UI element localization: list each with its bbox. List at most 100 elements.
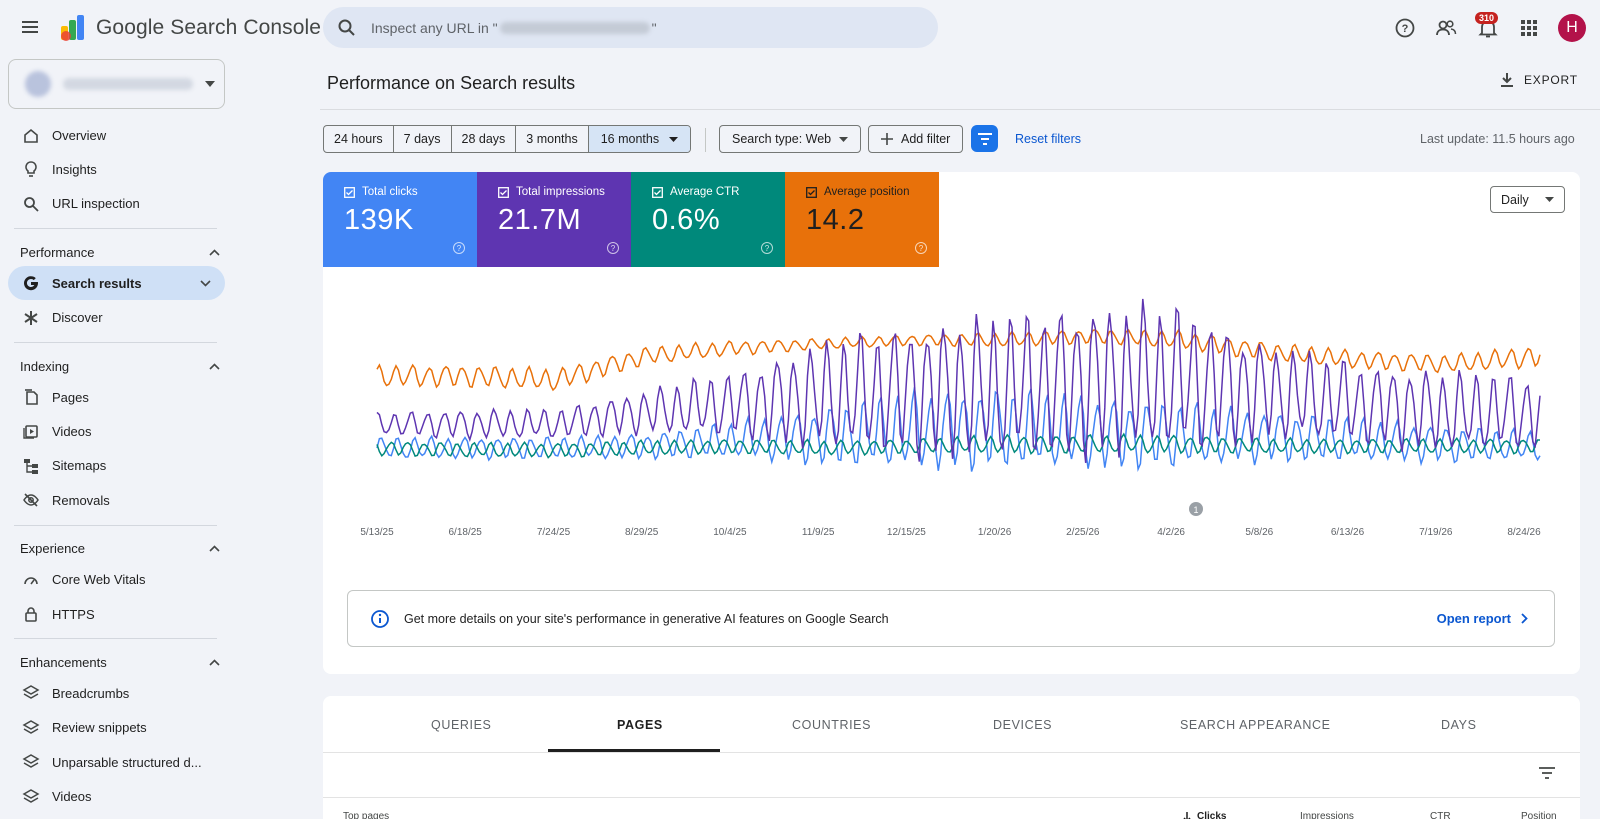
metric-tile-total-impressions[interactable]: Total impressions 21.7M?: [477, 172, 631, 267]
col-header-clicks-label: Clicks: [1197, 811, 1227, 819]
home-icon: [22, 126, 40, 144]
checkbox-checked-icon[interactable]: [652, 186, 663, 198]
sidebar-item-breadcrumbs[interactable]: Breadcrumbs: [8, 676, 225, 710]
metric-tile-average-position[interactable]: Average position 14.2?: [785, 172, 939, 267]
date-range-7-days[interactable]: 7 days: [394, 126, 452, 152]
sidebar-item-unparsable-structured-d[interactable]: Unparsable structured d...: [8, 745, 225, 779]
main-menu-icon[interactable]: [20, 17, 40, 37]
sidebar-item-review-snippets[interactable]: Review snippets: [8, 711, 225, 745]
sidebar-item-videos[interactable]: Videos: [8, 414, 225, 448]
sidebar-item-https[interactable]: HTTPS: [8, 597, 225, 631]
tab-countries[interactable]: COUNTRIES: [792, 718, 872, 732]
tabs-divider: [323, 752, 1580, 753]
series-line-average-position: [376, 328, 1541, 392]
tab-pages[interactable]: PAGES: [617, 718, 663, 732]
reset-filters-link[interactable]: Reset filters: [1015, 132, 1081, 146]
sidebar-section-experience[interactable]: Experience: [20, 539, 220, 559]
add-filter-label: Add filter: [901, 132, 951, 146]
tab-search-appearance[interactable]: SEARCH APPEARANCE: [1180, 718, 1331, 732]
sidebar-item-insights[interactable]: Insights: [8, 152, 225, 186]
sidebar-item-url-inspection[interactable]: URL inspection: [8, 187, 225, 221]
search-input[interactable]: Inspect any URL in " ": [371, 20, 657, 36]
sidebar-item-core-web-vitals[interactable]: Core Web Vitals: [8, 563, 225, 597]
sidebar-item-label: Breadcrumbs: [52, 685, 130, 701]
export-button[interactable]: EXPORT: [1500, 72, 1578, 88]
sidebar-divider: [14, 638, 217, 640]
tab-devices[interactable]: DEVICES: [993, 718, 1053, 732]
dimension-tabs-panel: Top pages Clicks Impressions CTR Positio…: [323, 696, 1580, 819]
x-tick-label: 6/18/25: [449, 527, 483, 538]
sidebar-item-sitemaps[interactable]: Sitemaps: [8, 449, 225, 483]
sidebar-item-search-results[interactable]: Search results: [8, 266, 225, 301]
help-icon[interactable]: ?: [761, 242, 773, 254]
metric-value: 21.7M: [498, 204, 582, 236]
col-header-ctr[interactable]: CTR: [1430, 811, 1451, 819]
open-report-label: Open report: [1436, 611, 1511, 626]
date-range-3-months[interactable]: 3 months: [516, 126, 589, 152]
caret-down-icon: [669, 136, 679, 142]
checkbox-checked-icon[interactable]: [344, 186, 355, 198]
sidebar-section-performance[interactable]: Performance: [20, 242, 220, 262]
sidebar-item-removals[interactable]: Removals: [8, 483, 225, 517]
app-name: Google Search Console: [96, 16, 322, 39]
search-icon: [22, 195, 40, 213]
filter-settings-button[interactable]: [971, 125, 998, 152]
col-header-impressions[interactable]: Impressions: [1300, 811, 1354, 819]
date-range-16-months[interactable]: 16 months: [588, 126, 691, 152]
sidebar-section-enhancements[interactable]: Enhancements: [20, 652, 220, 672]
add-filter-button[interactable]: Add filter: [868, 125, 964, 153]
apps-grid-icon[interactable]: [1517, 16, 1541, 40]
col-header-top-pages[interactable]: Top pages: [343, 811, 390, 819]
sidebar-item-overview[interactable]: Overview: [8, 118, 225, 152]
sidebar-item-label: Search results: [52, 275, 142, 291]
series-line-total-clicks: [376, 387, 1541, 473]
sidebar-item-label: Unparsable structured d...: [52, 754, 202, 770]
sidebar-item-videos[interactable]: Videos: [8, 780, 225, 814]
metric-label: Average position: [824, 186, 910, 198]
help-icon[interactable]: ?: [453, 242, 465, 254]
sidebar-item-pages[interactable]: Pages: [8, 380, 225, 414]
open-report-link[interactable]: Open report: [1437, 611, 1528, 626]
plus-icon: [881, 133, 893, 145]
sidebar-item-discover[interactable]: Discover: [8, 301, 225, 335]
x-tick-label: 10/4/25: [713, 527, 747, 538]
col-header-clicks[interactable]: Clicks: [1183, 811, 1226, 819]
sidebar-section-indexing[interactable]: Indexing: [20, 356, 220, 376]
lock-icon: [22, 605, 40, 623]
x-tick-label: 11/9/25: [802, 527, 835, 538]
account-avatar[interactable]: H: [1558, 14, 1586, 42]
x-tick-label: 8/24/26: [1507, 527, 1541, 538]
granularity-dropdown[interactable]: Daily: [1490, 186, 1565, 213]
table-filter-icon[interactable]: [1538, 766, 1556, 780]
info-icon: [371, 609, 389, 628]
app-logo[interactable]: Google Search Console: [58, 14, 321, 42]
layers-icon: [22, 788, 40, 806]
toolbar-divider: [323, 797, 1580, 798]
col-header-position[interactable]: Position: [1521, 811, 1557, 819]
date-range-label: 16 months: [600, 132, 660, 146]
info-text: Get more details on your site's performa…: [404, 611, 889, 626]
tab-queries[interactable]: QUERIES: [431, 718, 492, 732]
search-type-filter[interactable]: Search type: Web: [719, 125, 862, 153]
help-icon[interactable]: ?: [607, 242, 619, 254]
download-icon: [1501, 73, 1513, 87]
metric-label-row: Average CTR: [652, 186, 785, 198]
metric-tile-average-ctr[interactable]: Average CTR 0.6%?: [631, 172, 785, 267]
url-inspect-search-bar[interactable]: Inspect any URL in " ": [323, 7, 938, 48]
date-range-label: 28 days: [461, 132, 506, 146]
help-icon[interactable]: ?: [1393, 16, 1417, 40]
date-range-label: 24 hours: [334, 132, 383, 146]
date-range-24-hours[interactable]: 24 hours: [324, 126, 394, 152]
property-selector[interactable]: [8, 59, 225, 109]
caret-down-icon: [205, 81, 215, 87]
checkbox-checked-icon[interactable]: [806, 186, 817, 198]
metric-tile-total-clicks[interactable]: Total clicks 139K?: [323, 172, 477, 267]
users-icon[interactable]: [1434, 16, 1458, 40]
caret-down-icon: [839, 136, 849, 142]
checkbox-checked-icon[interactable]: [498, 186, 509, 198]
caret-down-icon: [1545, 197, 1554, 202]
help-icon[interactable]: ?: [915, 242, 927, 254]
annotation-marker[interactable]: 1: [1189, 502, 1203, 516]
date-range-28-days[interactable]: 28 days: [452, 126, 517, 152]
tab-days[interactable]: DAYS: [1441, 718, 1477, 732]
